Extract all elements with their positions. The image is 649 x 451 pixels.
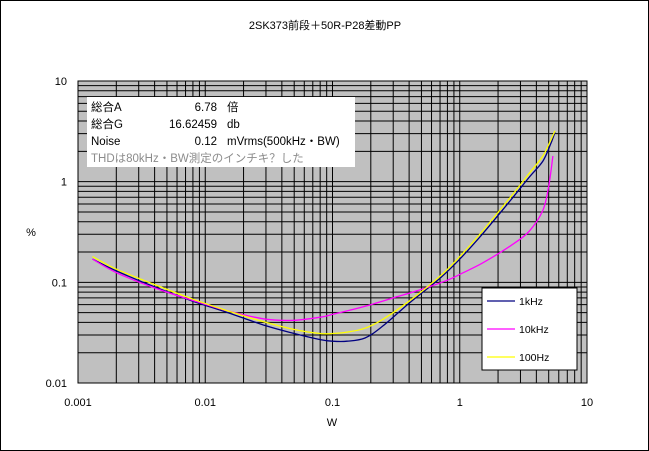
y-tick-label: 1 — [61, 177, 67, 189]
x-axis-label: W — [327, 417, 338, 429]
info-db-unit: db — [227, 119, 240, 131]
legend-label-100hz: 100Hz — [519, 352, 549, 364]
series-line-10khz — [92, 155, 554, 322]
y-tick-labels: 10 1 0.1 0.01 — [46, 76, 67, 390]
series-line-1khz — [92, 131, 556, 343]
info-box: 総合A 6.78 倍 総合G 16.62459 db Noise 0.12 mV… — [87, 97, 355, 167]
legend-label-10khz: 10kHz — [519, 324, 549, 336]
series-lines — [92, 130, 556, 343]
x-tick-label: 0.001 — [64, 397, 92, 409]
x-tick-labels: 0.001 0.01 0.1 1 10 — [64, 397, 593, 409]
info-box-background — [87, 97, 355, 167]
y-tick-label: 0.1 — [52, 277, 67, 289]
x-tick-label: 0.01 — [195, 397, 216, 409]
x-tick-label: 10 — [581, 397, 593, 409]
info-noise-value: 0.12 — [195, 136, 217, 148]
y-axis-label: % — [26, 227, 36, 239]
info-noise-label: Noise — [91, 136, 120, 148]
y-tick-label: 10 — [55, 76, 67, 88]
legend-label-1khz: 1kHz — [519, 296, 543, 308]
info-gain-label: 総合A — [91, 100, 122, 114]
info-db-label: 総合G — [91, 117, 123, 131]
x-tick-label: 0.1 — [325, 397, 340, 409]
chart-title: 2SK373前段＋50R-P28差動PP — [249, 18, 401, 32]
legend: 1kHz 10kHz 100Hz — [481, 287, 578, 371]
info-note: THDは80kHz・BW測定のインチキ？した — [91, 151, 304, 165]
info-gain-value: 6.78 — [195, 102, 217, 114]
info-noise-unit: mVrms(500kHz・BW) — [227, 136, 340, 148]
info-gain-unit: 倍 — [227, 100, 239, 114]
x-tick-label: 1 — [457, 397, 463, 409]
y-tick-label: 0.01 — [46, 378, 67, 390]
info-db-value: 16.62459 — [169, 119, 217, 131]
series-line-100hz — [92, 130, 556, 335]
